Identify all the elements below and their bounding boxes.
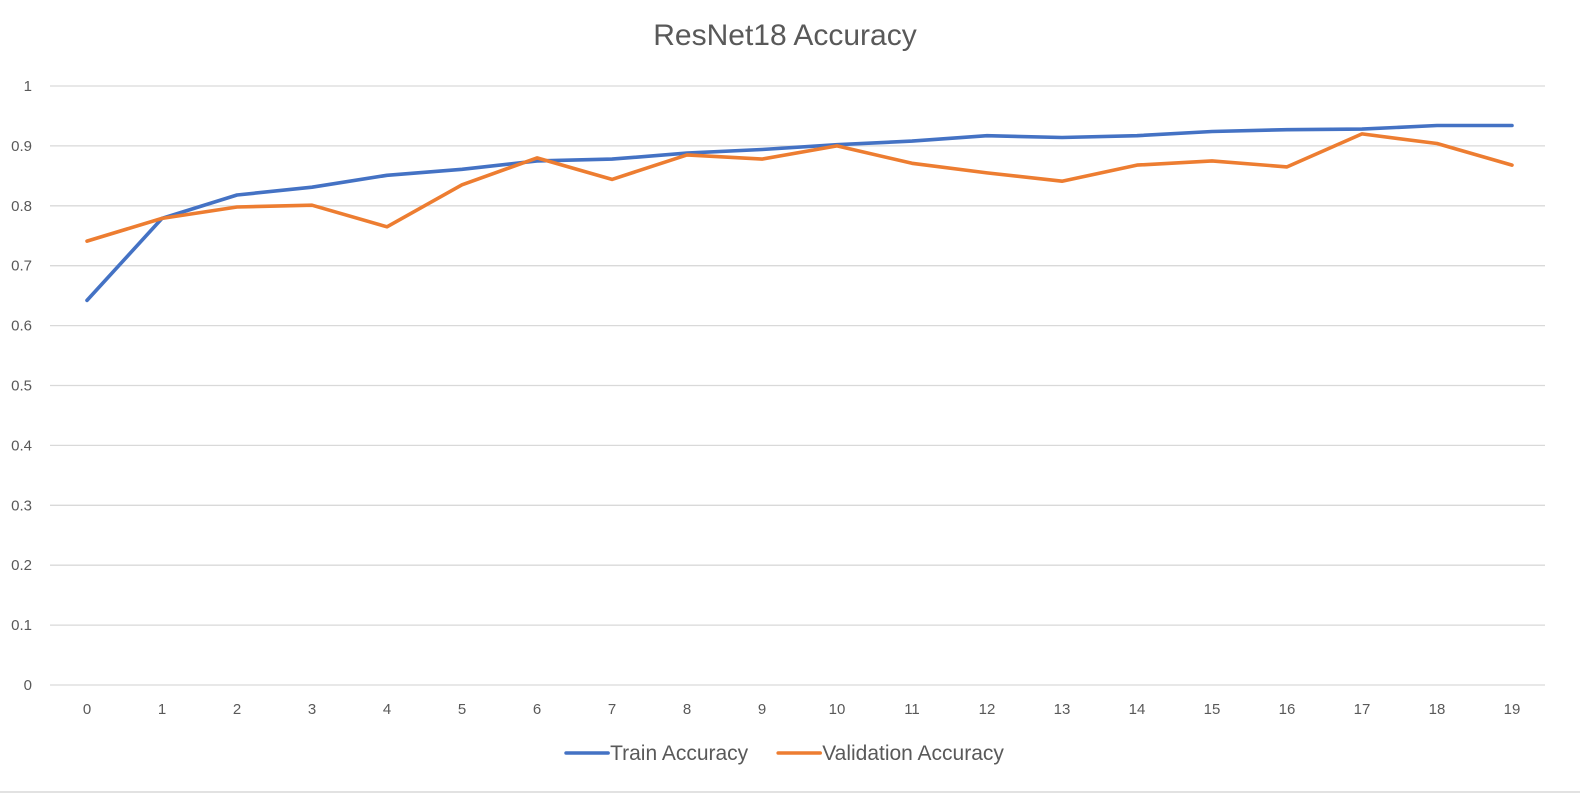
x-tick-label: 11: [904, 701, 920, 718]
y-tick-label: 0.1: [11, 617, 32, 634]
x-tick-label: 17: [1354, 701, 1371, 718]
x-tick-label: 8: [683, 701, 691, 718]
x-tick-label: 19: [1504, 701, 1521, 718]
y-tick-label: 0.3: [11, 497, 32, 514]
y-tick-label: 0.8: [11, 198, 32, 215]
y-tick-label: 0.7: [11, 258, 32, 275]
x-tick-label: 7: [608, 701, 616, 718]
x-axis: 0 1 2 3 4 5 6 7 8 9 10 11 12 13 14 15 16 17 18 19: [83, 701, 1521, 718]
x-tick-label: 6: [533, 701, 541, 718]
legend-label-validation-accuracy: Validation Accuracy: [822, 742, 1004, 765]
y-tick-label: 0.5: [11, 378, 32, 395]
x-tick-label: 5: [458, 701, 466, 718]
x-tick-label: 13: [1054, 701, 1071, 718]
x-tick-label: 3: [308, 701, 316, 718]
x-tick-label: 18: [1429, 701, 1446, 718]
x-tick-label: 0: [83, 701, 91, 718]
y-tick-label: 1: [24, 78, 32, 95]
x-tick-label: 12: [979, 701, 996, 718]
series-line-validation-accuracy: [85, 132, 1514, 243]
x-tick-label: 15: [1204, 701, 1221, 718]
y-tick-label: 0.2: [11, 557, 32, 574]
x-tick-label: 14: [1129, 701, 1146, 718]
plot-area: [85, 123, 1514, 303]
x-tick-label: 2: [233, 701, 241, 718]
legend-label-train-accuracy: Train Accuracy: [610, 742, 749, 765]
x-tick-label: 10: [829, 701, 846, 718]
y-tick-label: 0: [24, 677, 32, 694]
x-tick-label: 9: [758, 701, 766, 718]
y-tick-label: 0.9: [11, 138, 32, 155]
y-tick-label: 0.6: [11, 318, 32, 335]
chart-title: ResNet18 Accuracy: [653, 19, 916, 52]
y-tick-label: 0.4: [11, 437, 32, 454]
gridlines: [50, 85, 1545, 686]
legend: Train Accuracy Validation Accuracy: [564, 742, 1004, 765]
y-axis: 0 0.1 0.2 0.3 0.4 0.5 0.6 0.7 0.8 0.9 1: [11, 78, 32, 694]
x-tick-label: 4: [383, 701, 391, 718]
x-tick-label: 16: [1279, 701, 1296, 718]
x-tick-label: 1: [158, 701, 166, 718]
series-line-train-accuracy: [85, 123, 1514, 303]
